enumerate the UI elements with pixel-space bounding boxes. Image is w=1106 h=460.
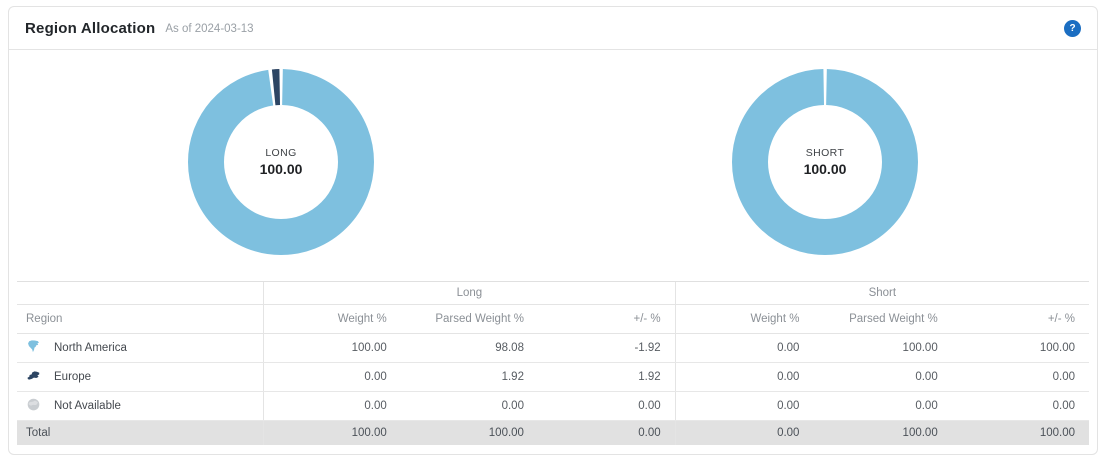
group-header-long: Long: [263, 281, 676, 305]
cell-long-parsed-weight: 0.00: [400, 391, 538, 421]
cell-long-diff: -1.92: [537, 333, 676, 363]
page-title: Region Allocation: [25, 20, 156, 37]
short-donut-chart: SHORT 100.00: [730, 67, 920, 257]
table-body: North America 100.00 98.08 -1.92 0.00 100.00 1…: [17, 333, 1089, 421]
cell-long-weight: 0.00: [263, 362, 401, 392]
group-header-row: Long Short: [17, 281, 1089, 305]
cell-short-parsed-weight: 100.00: [813, 333, 952, 363]
cell-short-diff: 0.00: [951, 391, 1089, 421]
table-row-not-available: Not Available 0.00 0.00 0.00 0.00 0.00 0.00: [17, 391, 1089, 421]
cell-short-diff: 0.00: [951, 362, 1089, 392]
cell-short-weight: 0.00: [674, 391, 814, 421]
globe-icon: [26, 397, 41, 415]
total-long-parsed-weight: 100.00: [400, 420, 538, 445]
total-long-weight: 100.00: [263, 420, 401, 445]
cell-short-weight: 0.00: [674, 362, 814, 392]
region-label: Europe: [54, 371, 92, 383]
short-donut: [732, 69, 918, 255]
europe-icon: [26, 368, 41, 386]
cell-long-parsed-weight: 98.08: [400, 333, 538, 363]
total-short-weight: 0.00: [674, 420, 814, 445]
long-chart-panel: LONG 100.00: [9, 67, 553, 257]
long-donut: [188, 69, 374, 255]
region-allocation-table: Long Short Region Weight % Parsed Weight…: [17, 281, 1089, 445]
col-header-short-parsed-weight: Parsed Weight %: [813, 304, 952, 334]
cell-long-parsed-weight: 1.92: [400, 362, 538, 392]
cell-long-diff: 1.92: [537, 362, 676, 392]
cell-short-parsed-weight: 0.00: [813, 391, 952, 421]
region-label: Not Available: [54, 400, 121, 412]
donut-slice-north-america[interactable]: [732, 69, 918, 255]
region-allocation-card: Region Allocation As of 2024-03-13 ? LON…: [8, 6, 1098, 455]
total-short-diff: 100.00: [951, 420, 1089, 445]
table-row-europe: Europe 0.00 1.92 1.92 0.00 0.00 0.00: [17, 362, 1089, 392]
charts-row: LONG 100.00 SHORT 100.00: [9, 50, 1097, 281]
cell-region: North America: [17, 333, 264, 363]
total-label: Total: [17, 420, 264, 445]
cell-short-parsed-weight: 0.00: [813, 362, 952, 392]
long-donut-chart: LONG 100.00: [186, 67, 376, 257]
as-of-date: As of 2024-03-13: [165, 22, 254, 35]
col-header-long-parsed-weight: Parsed Weight %: [400, 304, 538, 334]
cell-long-diff: 0.00: [537, 391, 676, 421]
col-header-long-diff: +/- %: [537, 304, 676, 334]
cell-region: Europe: [17, 362, 264, 392]
cell-region: Not Available: [17, 391, 264, 421]
col-header-short-weight: Weight %: [674, 304, 814, 334]
total-row: Total 100.00 100.00 0.00 0.00 100.00 100…: [17, 420, 1089, 445]
region-label: North America: [54, 342, 127, 354]
group-header-empty: [17, 281, 264, 305]
cell-short-weight: 0.00: [674, 333, 814, 363]
cell-short-diff: 100.00: [951, 333, 1089, 363]
col-header-short-diff: +/- %: [951, 304, 1089, 334]
cell-long-weight: 100.00: [263, 333, 401, 363]
group-header-short: Short: [674, 281, 1089, 305]
north-america-icon: [26, 339, 41, 357]
card-header: Region Allocation As of 2024-03-13 ?: [9, 7, 1097, 50]
short-chart-panel: SHORT 100.00: [553, 67, 1097, 257]
column-header-row: Region Weight % Parsed Weight % +/- % We…: [17, 304, 1089, 334]
help-icon[interactable]: ?: [1064, 20, 1081, 37]
total-short-parsed-weight: 100.00: [813, 420, 952, 445]
donut-slice-north-america[interactable]: [188, 69, 374, 255]
total-long-diff: 0.00: [537, 420, 676, 445]
col-header-long-weight: Weight %: [263, 304, 401, 334]
col-header-region: Region: [17, 304, 264, 334]
cell-long-weight: 0.00: [263, 391, 401, 421]
table-row-north-america: North America 100.00 98.08 -1.92 0.00 100.00 1…: [17, 333, 1089, 363]
